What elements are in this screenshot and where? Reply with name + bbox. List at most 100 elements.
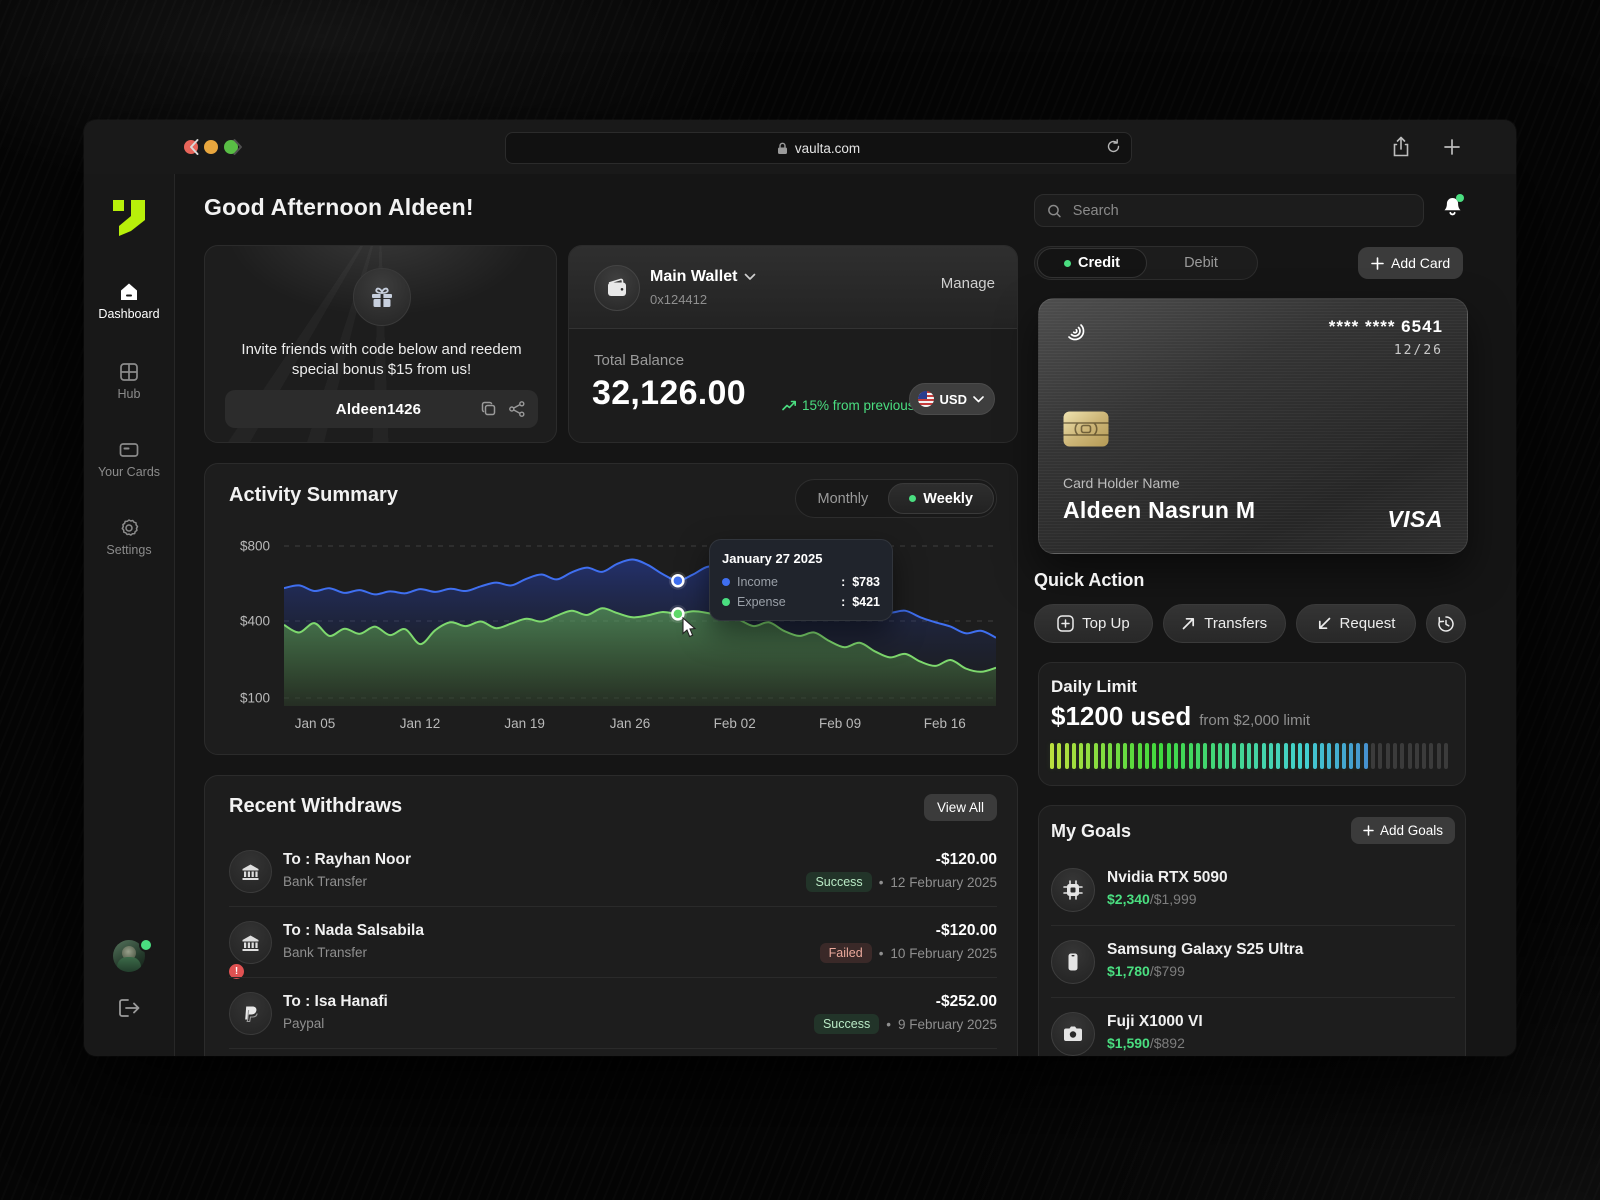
limit-segment bbox=[1247, 743, 1252, 769]
new-tab-icon[interactable] bbox=[1442, 137, 1462, 157]
toggle-monthly[interactable]: Monthly bbox=[817, 490, 869, 507]
transfers-button[interactable]: Transfers bbox=[1162, 604, 1286, 643]
home-icon bbox=[121, 283, 137, 300]
x-axis-labels: Jan 05 Jan 12 Jan 19 Jan 26 Feb 02 Feb 09 Feb … bbox=[284, 716, 996, 732]
sidebar-item-label: Settings bbox=[106, 543, 152, 557]
page-greeting: Good Afternoon Aldeen! bbox=[204, 194, 474, 220]
withdraw-method: Bank Transfer bbox=[283, 874, 368, 889]
tab-debit[interactable]: Debit bbox=[1184, 255, 1218, 271]
sidebar-item-settings[interactable]: Settings bbox=[84, 516, 174, 557]
limit-segment bbox=[1327, 743, 1332, 769]
referral-code-field[interactable]: Aldeen1426 bbox=[225, 390, 538, 428]
toggle-weekly[interactable]: Weekly bbox=[888, 483, 994, 514]
forward-button[interactable] bbox=[226, 136, 248, 158]
withdraw-row[interactable]: To : Rayhan Noor Bank Transfer -$120.00 … bbox=[229, 836, 997, 906]
limit-segment bbox=[1268, 743, 1273, 769]
limit-segment bbox=[1057, 743, 1062, 769]
sidebar-item-label: Hub bbox=[117, 387, 141, 401]
request-button[interactable]: Request bbox=[1295, 604, 1417, 643]
trend-up-icon bbox=[782, 400, 796, 411]
limit-segment bbox=[1174, 743, 1179, 769]
logout-icon[interactable] bbox=[116, 996, 142, 1020]
y-axis-label: $100 bbox=[239, 690, 270, 706]
withdraw-row[interactable]: ! To : Nada Salsabila Bank Transfer -$12… bbox=[227, 906, 997, 981]
goal-row[interactable]: Samsung Galaxy S25 Ultra $1,780/$799 bbox=[1051, 925, 1455, 997]
x-axis-label: Jan 05 bbox=[294, 716, 336, 731]
avatar[interactable] bbox=[113, 940, 145, 972]
search-input[interactable] bbox=[1070, 201, 1411, 220]
limit-segment bbox=[1254, 743, 1259, 769]
camera-icon bbox=[1051, 1012, 1095, 1056]
x-axis-label: Feb 09 bbox=[819, 716, 862, 731]
back-button[interactable] bbox=[184, 136, 206, 158]
view-all-button[interactable]: View All bbox=[923, 794, 997, 821]
add-card-button[interactable]: Add Card bbox=[1358, 247, 1464, 279]
limit-segment bbox=[1378, 743, 1383, 769]
goal-row[interactable]: Nvidia RTX 5090 $2,340/$1,999 bbox=[1051, 854, 1455, 925]
add-goals-button[interactable]: Add Goals bbox=[1350, 817, 1455, 844]
address-bar[interactable]: vaulta.com bbox=[505, 132, 1132, 164]
tab-credit[interactable]: Credit bbox=[1037, 248, 1147, 278]
limit-segment bbox=[1400, 743, 1405, 769]
contactless-icon bbox=[1068, 324, 1085, 341]
x-axis-label: Feb 16 bbox=[923, 716, 966, 731]
limit-segment bbox=[1195, 743, 1200, 769]
copy-icon[interactable] bbox=[480, 400, 498, 418]
card-number: **** **** 6541 bbox=[1328, 317, 1443, 336]
limit-segment bbox=[1392, 743, 1397, 769]
top-up-button[interactable]: Top Up bbox=[1034, 604, 1153, 643]
daily-limit-card: Daily Limit $1200 used from $2,000 limit bbox=[1038, 662, 1466, 786]
limit-segment bbox=[1363, 743, 1368, 769]
sidebar-item-hub[interactable]: Hub bbox=[84, 360, 174, 401]
currency-selector[interactable]: USD bbox=[908, 383, 995, 415]
withdraw-row[interactable]: To : Isa Hanafi Paypal -$252.00 Success … bbox=[229, 977, 997, 1048]
limit-segment bbox=[1356, 743, 1361, 769]
reload-icon[interactable] bbox=[1105, 138, 1122, 155]
activity-chart[interactable]: $800 $400 $100 Jan 05 Jan 12 Jan 19 Jan 26 Feb… bbox=[240, 531, 996, 731]
limit-segment bbox=[1108, 743, 1113, 769]
emv-chip-icon bbox=[1063, 411, 1109, 447]
limit-segment bbox=[1312, 743, 1317, 769]
sidebar-item-dashboard[interactable]: Dashboard bbox=[84, 280, 174, 321]
limit-segment bbox=[1276, 743, 1281, 769]
wallet-header bbox=[569, 246, 1017, 329]
active-dot bbox=[909, 495, 917, 502]
plus-icon bbox=[1371, 256, 1384, 270]
sidebar-item-your-cards[interactable]: Your Cards bbox=[84, 438, 174, 479]
goal-amount: $2,340/$1,999 bbox=[1107, 891, 1197, 907]
invite-card: Invite friends with code below and reede… bbox=[204, 245, 557, 443]
minimize-window-button[interactable] bbox=[204, 140, 218, 154]
gift-icon bbox=[353, 268, 411, 326]
limit-segment bbox=[1050, 743, 1054, 769]
share-icon[interactable] bbox=[1391, 136, 1411, 158]
credit-card[interactable]: **** **** 6541 12/26 Card Holder Name Al… bbox=[1038, 298, 1468, 554]
withdraw-recipient: To : Nada Salsabila bbox=[283, 922, 424, 939]
limit-segment bbox=[1436, 743, 1441, 769]
limit-segment bbox=[1188, 743, 1193, 769]
chart-tooltip: January 27 2025 Income : $783 Expense : … bbox=[709, 539, 893, 621]
share-nodes-icon[interactable] bbox=[508, 400, 526, 418]
limit-segment bbox=[1232, 743, 1237, 769]
limit-segment bbox=[1225, 743, 1230, 769]
history-button[interactable] bbox=[1426, 604, 1467, 643]
limit-used: $1200 used bbox=[1051, 701, 1192, 731]
x-axis-label: Jan 26 bbox=[609, 716, 651, 731]
limit-segment bbox=[1305, 743, 1310, 769]
paypal-icon bbox=[229, 992, 272, 1035]
withdraw-date: 12 February 2025 bbox=[890, 874, 997, 890]
manage-link[interactable]: Manage bbox=[940, 275, 995, 292]
search-bar[interactable] bbox=[1034, 194, 1424, 227]
bullet: • bbox=[886, 1016, 891, 1032]
main-wallet-card: Main Wallet 0x124412 Manage Total Balanc… bbox=[568, 245, 1018, 443]
zoom-window-button[interactable] bbox=[224, 140, 238, 154]
limit-segment bbox=[1422, 743, 1427, 769]
limit-segment bbox=[1181, 743, 1186, 769]
wallet-name[interactable]: Main Wallet bbox=[650, 268, 756, 286]
withdraw-amount: -$252.00 bbox=[935, 993, 997, 1010]
goal-row[interactable]: Fuji X1000 VI $1,590/$892 bbox=[1051, 997, 1455, 1056]
notification-bell-icon[interactable] bbox=[1442, 194, 1464, 218]
goal-amount: $1,590/$892 bbox=[1107, 1035, 1185, 1051]
goal-amount: $1,780/$799 bbox=[1107, 963, 1185, 979]
sidebar: Dashboard Hub Your Cards Settings bbox=[84, 174, 175, 1056]
card-type-toggle: Credit Debit bbox=[1034, 246, 1258, 280]
